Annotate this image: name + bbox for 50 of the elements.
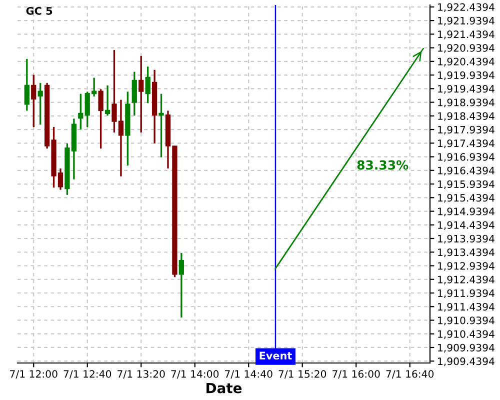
y-tick-label: 1,912.9394 <box>438 262 494 271</box>
x-tick-label: 7/1 12:00 <box>10 370 58 379</box>
y-tick-label: 1,916.9394 <box>438 153 494 162</box>
y-tick-label: 1,910.4394 <box>438 330 494 339</box>
y-tick-label: 1,917.4394 <box>438 139 494 148</box>
y-tick-label: 1,915.9394 <box>438 180 494 190</box>
x-tick-label: 7/1 16:00 <box>332 370 380 379</box>
y-tick-label: 1,920.4394 <box>438 58 494 66</box>
annotation: 83.33% <box>357 160 408 170</box>
y-tick-label: 1,917.9394 <box>438 126 494 135</box>
candlestick <box>145 66 150 104</box>
y-tick-label: 1,918.4394 <box>438 112 494 121</box>
y-tick-label: 1,921.9394 <box>438 16 494 26</box>
ref-line-label: Event <box>260 352 292 360</box>
y-tick-label: 1,920.9394 <box>438 44 494 53</box>
y-tick-label: 1,922.4394 <box>438 3 494 12</box>
x-tick-label: 7/1 14:00 <box>171 370 219 379</box>
candlestick <box>38 82 43 126</box>
y-tick-label: 1,913.4394 <box>438 248 494 258</box>
y-tick-label: 1,921.4394 <box>438 30 494 40</box>
candlestick <box>138 55 144 134</box>
y-tick-label: 1,913.9394 <box>438 234 494 244</box>
candlestick <box>132 70 137 116</box>
y-tick-label: 1,909.9394 <box>438 344 494 353</box>
candlestick <box>98 88 104 150</box>
y-tick-label: 1,919.9394 <box>438 71 494 80</box>
x-tick-label: 7/1 12:40 <box>64 370 112 379</box>
y-tick-label: 1,912.4394 <box>438 276 494 284</box>
y-tick-label: 1,916.4394 <box>438 166 494 176</box>
y-tick-label: 1,919.4394 <box>438 84 494 94</box>
y-tick-label: 1,911.9394 <box>438 289 494 298</box>
x-axis-title: Date <box>206 382 242 394</box>
candlestick <box>104 84 110 116</box>
candlestick <box>24 58 30 112</box>
y-tick-label: 1,910.9394 <box>438 316 494 326</box>
y-tick-label: 1,918.9394 <box>438 98 494 108</box>
x-tick-label: 7/1 15:20 <box>278 370 326 379</box>
y-tick-label: 1,914.9394 <box>438 208 494 216</box>
candlestick <box>31 74 36 128</box>
x-tick-label: 7/1 16:40 <box>386 370 434 379</box>
y-tick-label: 1,914.4394 <box>438 221 494 230</box>
candlestick <box>78 92 84 130</box>
y-tick-label: 1,909.4394 <box>438 357 494 366</box>
candlestick <box>178 252 184 318</box>
y-tick-label: 1,911.4394 <box>438 302 494 312</box>
candlestick <box>158 92 164 158</box>
x-tick-label: 7/1 13:20 <box>118 370 165 379</box>
y-tick-label: 1,915.4394 <box>438 194 494 203</box>
x-tick-label: 7/1 14:40 <box>225 370 272 379</box>
chart-title: GC 5 <box>26 6 52 15</box>
